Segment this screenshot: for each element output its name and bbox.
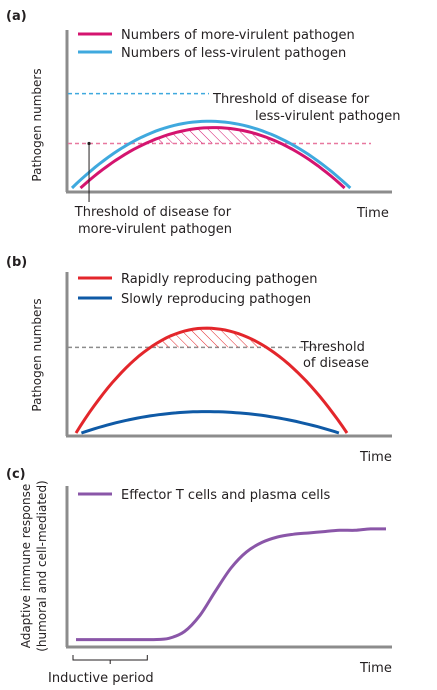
panel-c-inductive-label: Inductive period [48, 671, 154, 686]
panel-a-legend-more-virulent: Numbers of more-virulent pathogen [121, 28, 355, 43]
panel-a: (a) Pathogen numbers Time Numbers of mor… [6, 9, 400, 237]
panel-c-label: (c) [6, 467, 26, 482]
panel-a-threshold-less-label: Threshold of disease for less-virulent pa… [212, 92, 400, 124]
panel-c-series-effector [76, 527, 387, 642]
panel-b-legend-slow: Slowly reproducing pathogen [121, 292, 311, 307]
panel-a-series-less-virulent [70, 119, 352, 190]
panel-a-threshold-less-line2: less-virulent pathogen [255, 109, 400, 124]
panel-b: (b) Pathogen numbers Time Rapidly reprod… [6, 255, 392, 465]
panel-a-legend-less-virulent: Numbers of less-virulent pathogen [121, 46, 346, 61]
panel-a-label: (a) [6, 9, 27, 24]
panel-a-annotation-text: Threshold of disease for more-virulent p… [74, 205, 235, 237]
panel-c-legend-effector: Effector T cells and plasma cells [121, 488, 331, 503]
panel-a-annotation-line2: more-virulent pathogen [78, 222, 232, 237]
panel-b-series-slow [80, 410, 340, 435]
panel-b-threshold-label: Threshold of disease [300, 340, 369, 371]
panel-c-y-axis-title-a: Adaptive immune response [19, 484, 33, 649]
panel-a-annotation-marker [87, 141, 91, 146]
panel-c-y-axis-title-group: Adaptive immune response (humoral and ce… [19, 480, 49, 652]
panel-a-series-more-virulent [79, 126, 346, 190]
panel-b-series-rapid [74, 326, 349, 434]
panel-a-annotation-line1: Threshold of disease for [74, 205, 232, 220]
panel-b-y-axis-title: Pathogen numbers [30, 298, 44, 411]
panel-a-y-axis-title: Pathogen numbers [30, 68, 44, 181]
panel-c-y-axis-title-b: (humoral and cell-mediated) [35, 480, 49, 652]
panel-b-legend-rapid: Rapidly reproducing pathogen [121, 272, 317, 287]
panel-a-x-axis-title: Time [356, 206, 389, 221]
panel-b-label: (b) [6, 255, 27, 270]
panel-c-inductive-bracket [72, 655, 148, 664]
panel-c: (c) Adaptive immune response (humoral an… [6, 467, 392, 686]
panel-b-threshold-line1: Threshold [300, 340, 365, 355]
panel-a-threshold-less-line1: Threshold of disease for [212, 92, 370, 107]
panel-b-x-axis-title: Time [359, 450, 392, 465]
panel-b-threshold-line2: of disease [303, 356, 369, 371]
panel-c-x-axis-title: Time [359, 661, 392, 676]
